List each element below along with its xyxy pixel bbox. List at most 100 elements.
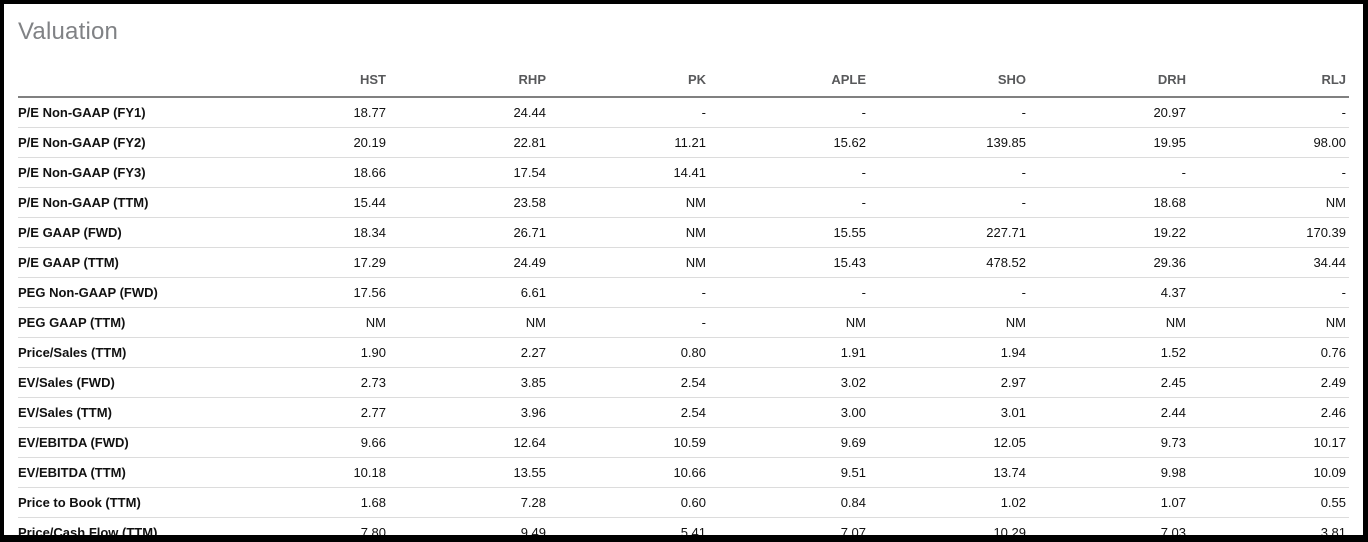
metric-label: P/E Non-GAAP (FY1) xyxy=(18,105,146,120)
table-row: P/E Non-GAAP (FY1) 18.77 24.44 - - - 20.97 - xyxy=(18,97,1349,128)
table-row: P/E Non-GAAP (TTM) 15.44 23.58 NM - - 18.68 NM xyxy=(18,188,1349,218)
table-row: EV/Sales (TTM) 2.77 3.96 2.54 3.00 3.01 2.44 2.… xyxy=(18,398,1349,428)
metric-value: 2.97 xyxy=(1000,375,1026,390)
metric-value: NM xyxy=(365,315,386,330)
metric-value: NM xyxy=(1005,315,1026,330)
metric-value: - xyxy=(1181,165,1186,180)
metric-value: 2.46 xyxy=(1320,405,1346,420)
metric-value: 2.54 xyxy=(680,375,706,390)
metric-value: - xyxy=(861,285,866,300)
table-row: PEG Non-GAAP (FWD) 17.56 6.61 - - - 4.37 - xyxy=(18,278,1349,308)
metric-value: 3.01 xyxy=(1000,405,1026,420)
metric-value: - xyxy=(1341,285,1346,300)
metric-value: 5.41 xyxy=(680,525,706,540)
metric-value: 13.74 xyxy=(993,465,1026,480)
metric-label: EV/Sales (TTM) xyxy=(18,405,112,420)
table-row: Price to Book (TTM) 1.68 7.28 0.60 0.84 1.02 1… xyxy=(18,488,1349,518)
metric-value: NM xyxy=(685,255,706,270)
metric-label: P/E GAAP (TTM) xyxy=(18,255,119,270)
metric-label: Price to Book (TTM) xyxy=(18,495,141,510)
metric-value: 24.49 xyxy=(513,255,546,270)
column-header-drh: DRH xyxy=(1157,72,1186,87)
metric-value: 9.73 xyxy=(1160,435,1186,450)
metric-value: 34.44 xyxy=(1313,255,1346,270)
metric-value: NM xyxy=(525,315,546,330)
metric-label: P/E Non-GAAP (FY3) xyxy=(18,165,146,180)
metric-value: - xyxy=(861,105,866,120)
valuation-table: HST RHP PK APLE SHO DRH RLJ P/E Non-GAAP… xyxy=(18,66,1349,540)
metric-value: 2.54 xyxy=(680,405,706,420)
column-header-hst: HST xyxy=(360,72,386,87)
metric-value: 1.91 xyxy=(840,345,866,360)
metric-label: Price/Cash Flow (TTM) xyxy=(18,525,158,540)
metric-value: 18.34 xyxy=(353,225,386,240)
metric-value: 10.09 xyxy=(1313,465,1346,480)
table-row: P/E Non-GAAP (FY3) 18.66 17.54 14.41 - - - - xyxy=(18,158,1349,188)
column-header-rlj: RLJ xyxy=(1321,72,1346,87)
metric-value: 3.00 xyxy=(840,405,866,420)
metric-label: EV/EBITDA (FWD) xyxy=(18,435,129,450)
metric-value: 4.37 xyxy=(1160,285,1186,300)
metric-value: 18.68 xyxy=(1153,195,1186,210)
metric-value: 2.27 xyxy=(520,345,546,360)
metric-label: EV/Sales (FWD) xyxy=(18,375,115,390)
metric-value: NM xyxy=(685,195,706,210)
metric-value: 6.61 xyxy=(520,285,546,300)
metric-label: P/E Non-GAAP (FY2) xyxy=(18,135,146,150)
metric-value: - xyxy=(1021,195,1026,210)
metric-value: 478.52 xyxy=(986,255,1026,270)
column-header-rhp: RHP xyxy=(518,72,546,87)
column-header-sho: SHO xyxy=(997,72,1026,87)
metric-value: 7.07 xyxy=(840,525,866,540)
metric-value: 2.73 xyxy=(360,375,386,390)
metric-value: 26.71 xyxy=(513,225,546,240)
metric-value: - xyxy=(1021,285,1026,300)
metric-value: 3.85 xyxy=(520,375,546,390)
header-row: HST RHP PK APLE SHO DRH RLJ xyxy=(18,66,1349,97)
metric-value: NM xyxy=(1165,315,1186,330)
metric-value: 18.66 xyxy=(353,165,386,180)
metric-value: 9.49 xyxy=(520,525,546,540)
metric-label: EV/EBITDA (TTM) xyxy=(18,465,126,480)
metric-value: - xyxy=(861,165,866,180)
metric-value: 15.55 xyxy=(833,225,866,240)
metric-value: 9.69 xyxy=(840,435,866,450)
metric-label: PEG Non-GAAP (FWD) xyxy=(18,285,158,300)
table-row: P/E Non-GAAP (FY2) 20.19 22.81 11.21 15.62 13… xyxy=(18,128,1349,158)
table-row: EV/Sales (FWD) 2.73 3.85 2.54 3.02 2.97 2.45 2.… xyxy=(18,368,1349,398)
metric-value: 0.55 xyxy=(1320,495,1346,510)
metric-value: 29.36 xyxy=(1153,255,1186,270)
metric-value: - xyxy=(701,285,706,300)
metric-value: - xyxy=(1021,165,1026,180)
metric-value: 7.28 xyxy=(520,495,546,510)
metric-label: P/E Non-GAAP (TTM) xyxy=(18,195,149,210)
metric-value: - xyxy=(1021,105,1026,120)
metric-value: 17.54 xyxy=(513,165,546,180)
metric-value: 11.21 xyxy=(674,135,706,150)
metric-value: 17.56 xyxy=(353,285,386,300)
table-row: Price/Cash Flow (TTM) 7.80 9.49 5.41 7.07 10.… xyxy=(18,518,1349,540)
metric-value: 139.85 xyxy=(986,135,1026,150)
metric-value: 10.66 xyxy=(673,465,706,480)
table-row: P/E GAAP (TTM) 17.29 24.49 NM 15.43 478.52 29.… xyxy=(18,248,1349,278)
metric-value: - xyxy=(1341,165,1346,180)
metric-value: 227.71 xyxy=(986,225,1026,240)
metric-value: 170.39 xyxy=(1306,225,1346,240)
metric-value: 24.44 xyxy=(513,105,546,120)
metric-value: 0.80 xyxy=(680,345,706,360)
metric-value: 18.77 xyxy=(353,105,386,120)
metric-value: 23.58 xyxy=(513,195,546,210)
metric-value: 20.19 xyxy=(353,135,386,150)
metric-label: P/E GAAP (FWD) xyxy=(18,225,122,240)
metric-value: 22.81 xyxy=(513,135,546,150)
metric-value: - xyxy=(701,315,706,330)
metric-value: 1.94 xyxy=(1000,345,1026,360)
valuation-table-header: HST RHP PK APLE SHO DRH RLJ xyxy=(18,66,1349,97)
metric-value: - xyxy=(701,105,706,120)
column-header-pk: PK xyxy=(687,72,706,87)
metric-value: NM xyxy=(1325,195,1346,210)
metric-value: 2.49 xyxy=(1320,375,1346,390)
metric-value: 10.18 xyxy=(353,465,386,480)
metric-value: NM xyxy=(685,225,706,240)
